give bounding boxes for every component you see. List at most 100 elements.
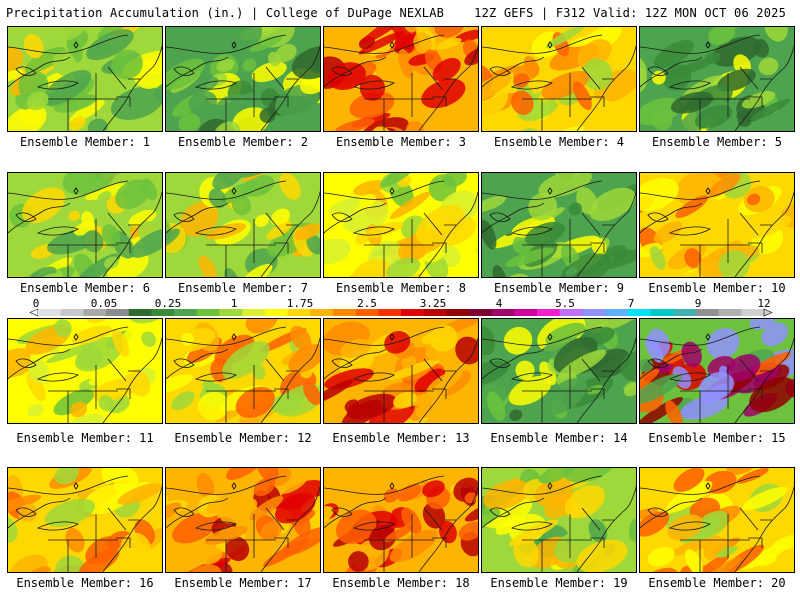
precip-field <box>166 173 320 277</box>
ensemble-member-map <box>7 318 163 424</box>
precip-colorbar <box>29 308 773 317</box>
colorbar-swatch <box>514 309 538 316</box>
member-caption: Ensemble Member: 18 <box>332 576 470 590</box>
colorbar-swatch <box>650 309 674 316</box>
precip-field <box>482 319 636 423</box>
colorbar-tick-label: 4 <box>495 297 503 310</box>
map-title: Precipitation Accumulation (in.) | Colle… <box>6 6 445 20</box>
precip-field <box>324 173 478 277</box>
precip-field <box>482 27 636 131</box>
colorbar-swatch <box>695 309 719 316</box>
precip-field <box>324 27 478 131</box>
ensemble-member-map <box>323 318 479 424</box>
colorbar-swatch <box>128 309 152 316</box>
colorbar-swatch <box>469 309 493 316</box>
colorbar-swatch <box>264 309 288 316</box>
colorbar-swatch <box>355 309 379 316</box>
member-caption: Ensemble Member: 1 <box>19 135 151 149</box>
ensemble-member-map <box>165 26 321 132</box>
precip-field <box>166 319 320 423</box>
precip-field <box>640 173 794 277</box>
ensemble-member-map <box>639 318 795 424</box>
colorbar-swatch <box>60 309 84 316</box>
colorbar-tick-label: 9 <box>694 297 702 310</box>
precip-field <box>482 173 636 277</box>
colorbar-swatch <box>38 309 61 316</box>
colorbar-swatch <box>174 309 198 316</box>
ensemble-member-map <box>7 26 163 132</box>
colorbar-min-arrow <box>29 308 39 317</box>
member-caption: Ensemble Member: 16 <box>16 576 154 590</box>
colorbar-swatch <box>378 309 402 316</box>
colorbar-max-arrow <box>763 308 773 317</box>
colorbar-tick-label: 0.25 <box>154 297 182 310</box>
precip-field <box>8 468 162 572</box>
colorbar-swatch <box>627 309 651 316</box>
precip-field <box>324 319 478 423</box>
precip-field <box>8 27 162 131</box>
colorbar-swatch <box>242 309 266 316</box>
colorbar-tick-label: 12 <box>757 297 771 310</box>
precip-field <box>8 319 162 423</box>
colorbar-swatch <box>401 309 424 316</box>
member-caption: Ensemble Member: 7 <box>177 281 309 295</box>
member-caption: Ensemble Member: 5 <box>651 135 783 149</box>
colorbar-swatch <box>491 309 515 316</box>
colorbar-tick-label: 5.5 <box>555 297 575 310</box>
run-info: 12Z GEFS | F312 Valid: 12Z MON OCT 06 20… <box>474 6 786 20</box>
member-caption: Ensemble Member: 13 <box>332 431 470 445</box>
colorbar-tick-label: 1.75 <box>286 297 314 310</box>
precip-field <box>640 468 794 572</box>
ensemble-member-map <box>323 467 479 573</box>
ensemble-member-map <box>639 26 795 132</box>
colorbar-swatch <box>673 309 697 316</box>
colorbar-tick-label: 0 <box>32 297 40 310</box>
colorbar-swatch <box>196 309 220 316</box>
member-caption: Ensemble Member: 9 <box>493 281 625 295</box>
precip-field <box>640 27 794 131</box>
colorbar-swatch <box>106 309 130 316</box>
colorbar-tick-label: 7 <box>627 297 635 310</box>
colorbar-tick-label: 3.25 <box>419 297 447 310</box>
member-caption: Ensemble Member: 19 <box>490 576 628 590</box>
ensemble-member-map <box>323 26 479 132</box>
colorbar-swatch <box>559 309 583 316</box>
precip-field <box>324 468 478 572</box>
member-caption: Ensemble Member: 6 <box>19 281 151 295</box>
precip-field <box>166 27 320 131</box>
colorbar-tick-label: 0.05 <box>90 297 118 310</box>
precip-field <box>166 468 320 572</box>
member-caption: Ensemble Member: 10 <box>648 281 786 295</box>
precip-field <box>8 173 162 277</box>
ensemble-member-map <box>7 467 163 573</box>
member-caption: Ensemble Member: 20 <box>648 576 786 590</box>
colorbar-swatch <box>718 309 742 316</box>
colorbar-swatch <box>83 309 107 316</box>
precip-field <box>482 468 636 572</box>
colorbar-swatch <box>310 309 334 316</box>
ensemble-member-map <box>165 172 321 278</box>
colorbar-swatch <box>219 309 243 316</box>
ensemble-member-map <box>481 467 637 573</box>
ensemble-member-map <box>639 172 795 278</box>
ensemble-member-map <box>165 318 321 424</box>
member-caption: Ensemble Member: 4 <box>493 135 625 149</box>
ensemble-member-map <box>481 172 637 278</box>
ensemble-member-map <box>7 172 163 278</box>
member-caption: Ensemble Member: 17 <box>174 576 312 590</box>
member-caption: Ensemble Member: 8 <box>335 281 467 295</box>
ensemble-member-map <box>481 318 637 424</box>
precip-field <box>640 319 794 423</box>
colorbar-swatch <box>446 309 470 316</box>
member-caption: Ensemble Member: 14 <box>490 431 628 445</box>
colorbar-swatch <box>423 309 447 316</box>
colorbar-swatch <box>537 309 561 316</box>
ensemble-member-map <box>481 26 637 132</box>
colorbar-swatch <box>582 309 606 316</box>
member-caption: Ensemble Member: 15 <box>648 431 786 445</box>
colorbar-tick-label: 1 <box>230 297 238 310</box>
member-caption: Ensemble Member: 11 <box>16 431 154 445</box>
colorbar-swatch <box>741 309 765 316</box>
colorbar-swatch <box>332 309 356 316</box>
member-caption: Ensemble Member: 2 <box>177 135 309 149</box>
